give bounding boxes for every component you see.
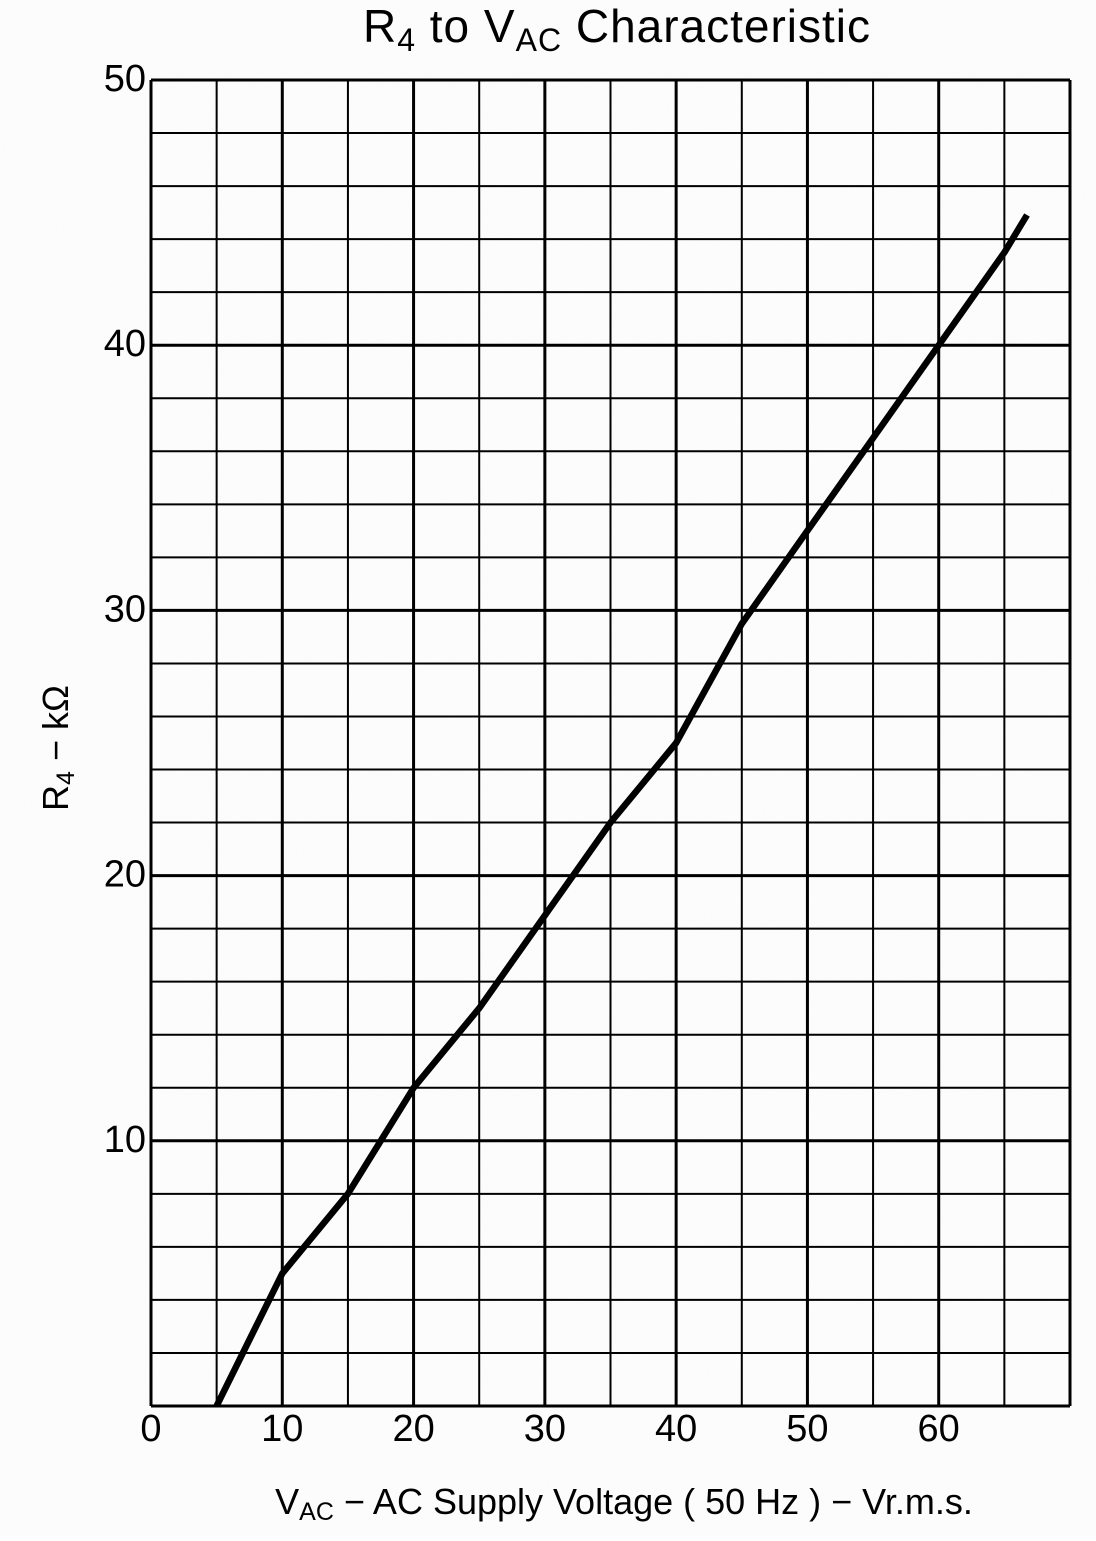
svg-text:VAC − AC Supply Voltage ( 50 H: VAC − AC Supply Voltage ( 50 Hz ) − Vr.m… xyxy=(275,1481,973,1526)
svg-text:50: 50 xyxy=(786,1408,828,1450)
svg-text:R4 − kΩ: R4 − kΩ xyxy=(35,685,80,811)
svg-text:50: 50 xyxy=(104,58,146,100)
svg-text:40: 40 xyxy=(104,323,146,365)
svg-text:30: 30 xyxy=(104,588,146,630)
svg-text:10: 10 xyxy=(261,1408,303,1450)
svg-text:60: 60 xyxy=(918,1408,960,1450)
svg-text:40: 40 xyxy=(655,1408,697,1450)
svg-text:30: 30 xyxy=(524,1408,566,1450)
svg-text:0: 0 xyxy=(140,1408,161,1450)
svg-text:10: 10 xyxy=(104,1119,146,1161)
svg-text:R4 to VAC Characteristic: R4 to VAC Characteristic xyxy=(363,0,871,58)
svg-text:20: 20 xyxy=(104,854,146,896)
svg-text:20: 20 xyxy=(392,1408,434,1450)
